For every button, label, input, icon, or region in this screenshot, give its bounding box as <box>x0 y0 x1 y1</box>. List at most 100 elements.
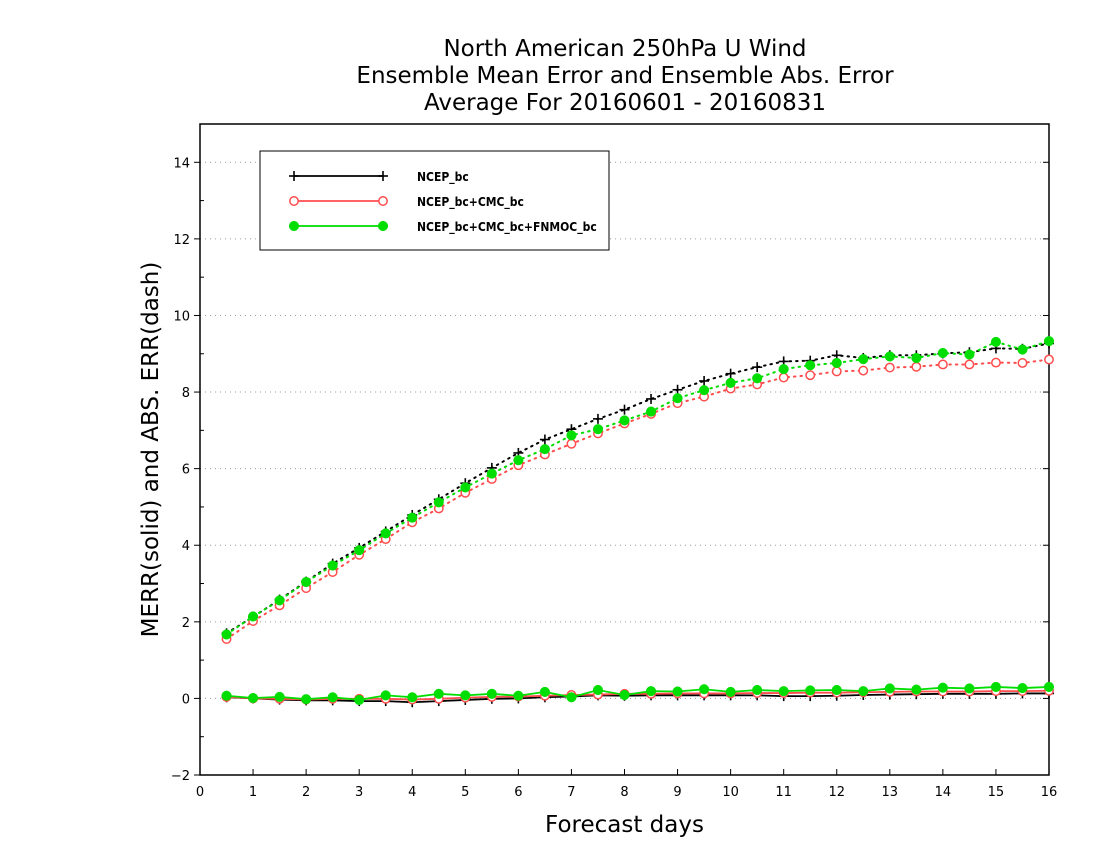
abs-err-point <box>592 424 604 435</box>
x-axis-title: Forecast days <box>545 812 704 838</box>
abs-err-point <box>646 393 657 404</box>
abs-err-point <box>672 384 683 395</box>
x-tick-label: 13 <box>882 785 899 800</box>
merr-point <box>327 692 338 703</box>
abs-err-point <box>539 434 550 445</box>
series-0 <box>221 338 1054 708</box>
abs-err-point <box>1017 358 1028 368</box>
legend-marker <box>378 171 388 181</box>
abs-err-point <box>831 357 842 369</box>
legend-marker <box>289 171 299 181</box>
y-tick-label: 4 <box>182 539 190 554</box>
abs-err-point <box>619 404 630 415</box>
abs-err-point <box>354 545 365 556</box>
abs-err-point <box>831 366 842 377</box>
x-tick-label: 14 <box>935 785 952 800</box>
merr-point <box>858 686 869 697</box>
merr-point <box>1017 683 1028 694</box>
x-tick-label: 1 <box>249 785 257 800</box>
abs-err-point <box>699 375 710 386</box>
x-tick-label: 15 <box>988 785 1005 800</box>
merr-point <box>221 690 232 701</box>
abs-err-point <box>778 364 789 375</box>
abs-err-point <box>858 354 869 365</box>
legend-label: NCEP_bc+CMC_bc <box>417 195 524 210</box>
abs-err-point <box>964 349 975 360</box>
abs-err-point <box>327 560 338 571</box>
y-axis-title: MERR(solid) and ABS. ERR(dash) <box>138 262 164 638</box>
merr-point <box>672 686 683 697</box>
merr-point <box>460 690 471 701</box>
merr-point <box>539 686 550 697</box>
x-tick-label: 4 <box>408 785 416 800</box>
x-tick-label: 5 <box>461 785 469 800</box>
abs-err-point <box>248 611 259 622</box>
abs-err-point <box>274 595 285 606</box>
series-layer <box>221 336 1055 708</box>
abs-err-point <box>805 360 816 371</box>
legend-marker <box>289 196 299 206</box>
y-tick-label: 10 <box>173 309 190 324</box>
x-tick-label: 2 <box>302 785 310 800</box>
merr-point <box>619 689 630 701</box>
title-line-2: Ensemble Mean Error and Ensemble Abs. Er… <box>356 63 894 89</box>
abs-err-point <box>805 370 816 381</box>
abs-err-point <box>937 347 948 359</box>
abs-err-point <box>619 415 630 426</box>
x-tick-label: 11 <box>775 785 792 800</box>
merr-point <box>513 690 524 701</box>
abs-err-point <box>380 528 391 539</box>
merr-point <box>301 694 312 705</box>
x-tick-label: 6 <box>514 785 522 800</box>
abs-err-point <box>566 438 577 449</box>
abs-err-point <box>539 444 550 455</box>
merr-point <box>274 691 285 702</box>
legend: NCEP_bc NCEP_bc+CMC_bc NCEP_bc+CMC_bc+FNMO… <box>259 150 610 251</box>
title-line-3: Average For 20160601 - 20160831 <box>423 90 827 116</box>
legend-label: NCEP_bc <box>417 170 469 185</box>
x-tick-label: 10 <box>722 785 739 800</box>
merr-point <box>566 692 577 703</box>
abs-err-point <box>486 468 497 479</box>
y-tick-label: 6 <box>182 463 190 478</box>
abs-err-point <box>566 430 577 441</box>
y-tick-label: 0 <box>182 692 190 707</box>
merr-point <box>831 684 842 696</box>
x-tick-label: 9 <box>673 785 681 800</box>
x-tick-label: 7 <box>567 785 575 800</box>
abs-err-point <box>1043 336 1055 347</box>
abs-err-point <box>699 385 710 396</box>
abs-err-point <box>990 336 1001 347</box>
abs-err-point <box>407 512 418 523</box>
abs-err-point <box>1017 344 1028 355</box>
abs-err-line <box>225 340 1050 636</box>
abs-err-line <box>225 342 1050 635</box>
x-tick-label: 3 <box>355 785 363 800</box>
merr-point <box>248 692 259 704</box>
merr-point <box>486 688 497 699</box>
abs-err-point <box>725 368 736 379</box>
merr-point <box>1043 681 1055 692</box>
merr-point <box>433 688 444 699</box>
merr-point <box>407 692 418 703</box>
abs-err-point <box>858 365 869 376</box>
abs-err-point <box>672 393 683 404</box>
chart-title: North American 250hPa U Wind Ensemble Me… <box>200 36 1050 117</box>
abs-err-point <box>778 372 789 383</box>
merr-point <box>805 685 816 696</box>
abs-err-point <box>884 351 895 362</box>
x-tick-label: 12 <box>828 785 845 800</box>
legend-marker <box>378 196 388 206</box>
abs-err-point <box>725 377 736 388</box>
y-tick-label: −2 <box>171 769 190 784</box>
merr-point <box>725 686 736 697</box>
y-tick-label: 14 <box>173 156 190 171</box>
abs-err-point <box>752 373 763 384</box>
y-tick-label: 8 <box>182 386 190 401</box>
abs-err-point <box>911 352 922 364</box>
merr-point <box>778 686 789 697</box>
abs-err-point <box>752 362 763 373</box>
abs-err-point <box>990 357 1001 368</box>
abs-err-point <box>937 359 948 370</box>
